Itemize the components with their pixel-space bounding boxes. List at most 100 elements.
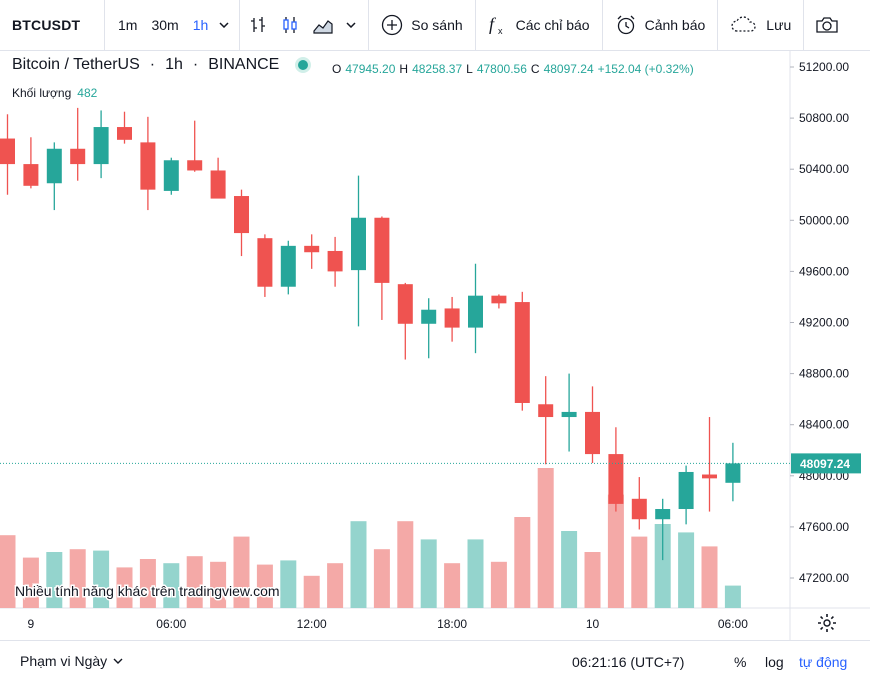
candlestick-series [0,107,790,561]
time-tick-label: 12:00 [297,617,327,631]
candle-body [257,238,273,287]
candle-body [725,463,741,483]
candle-body [187,160,203,171]
settings-icon[interactable] [816,612,838,639]
interval-label: 1h [165,56,183,73]
volume-bar [654,524,671,608]
watermark-text[interactable]: Nhiều tính năng khác trên tradingview.co… [14,582,282,601]
candle-body [421,309,437,324]
symbol-title: Bitcoin / TetherUS [12,56,140,73]
candle-body [561,411,577,418]
candle-body [374,217,390,283]
time-axis[interactable]: 9 06:00 12:00 18:00 10 06:00 [28,617,749,631]
candle-body [678,471,694,510]
candle-body [702,474,717,479]
volume-bar [280,560,297,608]
divider [104,0,105,50]
close-value: 48097.24 [543,62,594,76]
candle-body [304,245,320,253]
candle-body [655,509,671,520]
volume-bar [256,564,273,608]
volume-label: Khối lượng [12,86,72,100]
volume-bar [327,563,344,608]
log-scale-toggle[interactable]: log [765,654,784,670]
candle-body [514,302,530,403]
screenshot-button[interactable] [804,0,850,50]
bottom-toolbar: Phạm vi Ngày 06:21:16 (UTC+7) % log tự đ… [0,640,870,687]
candle-body [280,245,296,287]
divider [803,0,805,50]
candle-body [140,142,156,190]
price-axis[interactable]: 51200.00 50800.00 50400.00 50000.00 49600.00… [790,60,861,585]
candle-body [93,127,109,165]
volume-bar [22,557,39,608]
timeframe-30m[interactable]: 30m [151,17,179,33]
volume-bar [678,532,695,608]
symbol-search[interactable]: BTCUSDT [12,17,81,33]
candles-icon[interactable] [280,15,300,35]
volume-bar [0,535,16,608]
alarm-clock-icon [615,14,637,36]
bars-icon[interactable] [248,15,268,35]
timeframe-1h[interactable]: 1h [192,17,209,33]
cloud-icon [730,15,758,35]
volume-bar [467,539,484,608]
time-tick-label: 9 [28,617,35,631]
percent-scale-toggle[interactable]: % [734,654,747,670]
divider [601,0,603,50]
volume-bar [537,468,554,608]
price-tick-label: 50800.00 [799,111,849,125]
chevron-down-icon[interactable] [215,22,239,28]
last-price-badge [791,453,861,474]
candle-body [70,148,86,165]
volume-bar [724,585,741,608]
price-tick-label: 50000.00 [799,213,849,227]
compare-button[interactable]: So sánh [369,0,474,50]
clock-timezone[interactable]: 06:21:16 (UTC+7) [572,654,685,670]
chevron-down-icon[interactable] [346,22,360,28]
candle-body [0,138,15,165]
legend-separator: · [192,56,199,73]
timeframe-1m[interactable]: 1m [118,17,138,33]
close-key: C [530,62,540,76]
alert-button[interactable]: Cảnh báo [603,0,718,50]
candle-body [234,196,249,234]
divider [717,0,719,50]
price-tick-label: 50400.00 [799,162,849,176]
price-tick-label: 47200.00 [799,571,849,585]
area-chart-icon[interactable] [312,15,334,35]
volume-bar [93,550,110,608]
volume-bar [420,539,437,608]
price-chart[interactable]: 51200.00 50800.00 50400.00 50000.00 49600.00… [0,50,870,640]
date-range-selector[interactable]: Phạm vi Ngày [20,653,123,669]
volume-legend: Khối lượng 482 [12,86,97,100]
candle-body [585,411,600,455]
market-status-icon[interactable] [295,57,312,73]
candle-body [608,454,624,504]
volume-bar [397,521,414,608]
candle-body [491,295,507,304]
indicators-label: Các chỉ báo [515,17,590,33]
volume-bar [233,536,250,608]
candle-body [23,164,39,186]
price-tick-label: 48400.00 [799,418,849,432]
candle-body [46,148,62,184]
volume-bar [584,552,601,608]
price-tick-label: 47600.00 [799,520,849,534]
volume-bar [701,546,718,608]
date-range-label: Phạm vi Ngày [20,653,108,669]
legend-separator: · [149,56,156,73]
volume-bar [490,561,507,608]
plus-circle-icon [381,14,403,36]
chevron-down-icon [113,658,123,664]
volume-bar [444,563,461,608]
save-button[interactable]: Lưu [718,0,803,50]
candle-body [468,295,483,328]
volume-bar [46,552,63,608]
auto-scale-toggle[interactable]: tự động [799,654,848,670]
volume-bar [186,556,203,608]
candle-body [210,170,226,199]
volume-bar [139,559,156,608]
